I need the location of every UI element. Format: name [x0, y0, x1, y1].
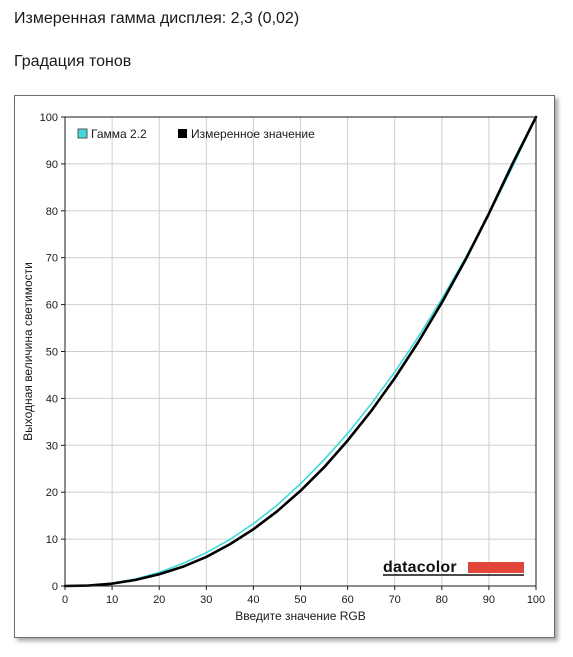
y-tick-label-70: 70: [46, 253, 58, 265]
tone-response-chart: 0 10 20 30 40 50 60 70 80 90 100 0 10 20 30 40 50 60 70 80 9…: [14, 95, 555, 638]
logo-text: datacolor: [383, 559, 457, 576]
x-tick-label-80: 80: [436, 594, 448, 606]
logo-red-bar: [468, 562, 524, 573]
x-tick-label-10: 10: [106, 594, 118, 606]
y-axis-label: Выходная величина светимости: [21, 262, 35, 441]
x-tick-label-0: 0: [62, 594, 68, 606]
x-tick-label-100: 100: [527, 594, 545, 606]
y-tick-label-10: 10: [46, 534, 58, 546]
x-tick-label-20: 20: [153, 594, 165, 606]
x-tick-label-70: 70: [389, 594, 401, 606]
grid-layer: [65, 117, 536, 586]
section-title: Градация тонов: [14, 53, 132, 70]
datacolor-logo: datacolor: [383, 559, 524, 576]
y-tick-label-80: 80: [46, 206, 58, 218]
x-tick-label-40: 40: [247, 594, 259, 606]
y-tick-label-20: 20: [46, 487, 58, 499]
legend-swatch-measured: [178, 129, 187, 138]
y-tick-label-40: 40: [46, 393, 58, 405]
x-tick-label-60: 60: [341, 594, 353, 606]
legend: Гамма 2.2 Измеренное значение: [77, 127, 315, 141]
y-tick-label-0: 0: [52, 581, 58, 593]
x-tick-label-50: 50: [294, 594, 306, 606]
x-axis-label: Введите значение RGB: [235, 609, 366, 623]
series-line-1: [63, 115, 538, 588]
y-tick-label-90: 90: [46, 159, 58, 171]
y-tick-label-50: 50: [46, 347, 58, 359]
x-tick-label-90: 90: [483, 594, 495, 606]
legend-label-gamma-22: Гамма 2.2: [91, 127, 147, 141]
legend-label-measured: Измеренное значение: [191, 127, 315, 141]
curve-layer: [63, 115, 538, 588]
y-tick-label-30: 30: [46, 440, 58, 452]
measured-gamma-text: Измеренная гамма дисплея: 2,3 (0,02): [14, 10, 300, 27]
x-tick-label-30: 30: [200, 594, 212, 606]
chart-svg: 0 10 20 30 40 50 60 70 80 90 100 0 10 20 30 40 50 60 70 80 9…: [21, 112, 546, 623]
y-tick-label-60: 60: [46, 300, 58, 312]
y-tick-label-100: 100: [40, 112, 58, 124]
ticks-layer: 0 10 20 30 40 50 60 70 80 90 100 0 10 20 30 40 50 60 70 80 9…: [40, 112, 546, 606]
legend-swatch-gamma-22: [77, 128, 88, 139]
